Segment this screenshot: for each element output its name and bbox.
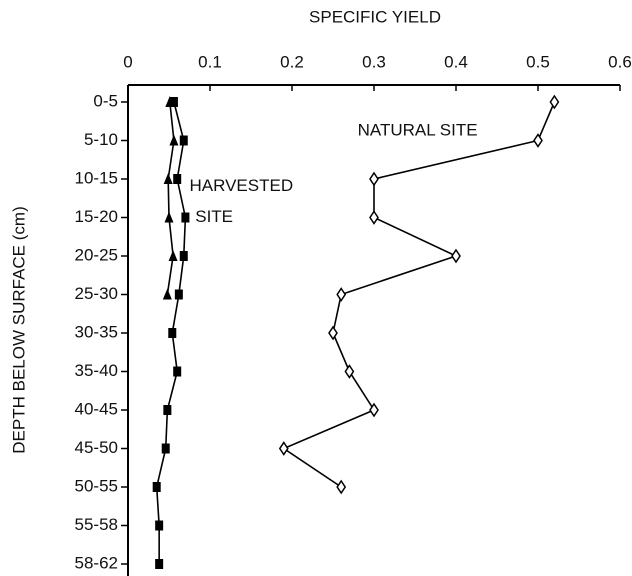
- diamond-marker: [336, 287, 347, 302]
- square-marker: [173, 366, 182, 377]
- x-tick-label: 0.3: [362, 52, 386, 71]
- square-marker: [181, 212, 190, 223]
- square-marker: [169, 97, 178, 107]
- triangle-marker: [164, 211, 174, 223]
- triangle-marker: [163, 173, 173, 184]
- diamond-marker: [533, 133, 543, 148]
- triangle-marker: [169, 134, 179, 146]
- square-marker: [163, 405, 172, 415]
- square-marker: [168, 328, 177, 338]
- series-line: [282, 101, 556, 488]
- diamond-marker: [278, 441, 289, 456]
- square-marker: [179, 135, 188, 146]
- y-tick-label: 40-45: [75, 399, 118, 418]
- x-tick-label: 0.1: [198, 52, 222, 71]
- y-tick-label: 0-5: [93, 91, 118, 110]
- triangle-marker: [165, 96, 175, 107]
- y-axis-label: DEPTH BELOW SURFACE (cm): [9, 206, 28, 453]
- y-tick-label: 20-25: [75, 245, 118, 264]
- diamond-marker: [344, 364, 355, 379]
- y-tick-label: 50-55: [75, 476, 118, 495]
- y-tick-label: 10-15: [75, 168, 118, 187]
- y-tick-label: 35-40: [75, 361, 118, 380]
- diamond-marker: [328, 325, 338, 341]
- square-marker: [155, 520, 164, 531]
- y-tick-label: 15-20: [75, 207, 118, 226]
- square-marker: [152, 482, 161, 492]
- y-tick-label: 5-10: [84, 130, 118, 149]
- y-tick-label: 58-62: [75, 553, 118, 572]
- y-tick-label: 30-35: [75, 322, 118, 341]
- annotation: SITE: [195, 207, 233, 226]
- diamond-marker: [549, 94, 560, 110]
- square-marker: [173, 174, 182, 184]
- diamond-marker: [369, 171, 379, 187]
- diamond-marker: [369, 210, 379, 225]
- annotation: NATURAL SITE: [358, 120, 478, 139]
- y-tick-label: 25-30: [75, 284, 118, 303]
- x-tick-label: 0: [123, 52, 132, 71]
- x-tick-label: 0.6: [608, 52, 632, 71]
- y-tick-label: 45-50: [75, 438, 118, 457]
- x-tick-label: 0.5: [526, 52, 550, 71]
- square-marker: [161, 443, 170, 454]
- triangle-marker: [162, 288, 172, 300]
- y-tick-label: 55-58: [75, 515, 118, 534]
- triangle-marker: [168, 250, 178, 261]
- diamond-marker: [369, 402, 379, 418]
- x-tick-label: 0.4: [444, 52, 468, 71]
- square-marker: [174, 289, 183, 300]
- x-tick-label: 0.2: [280, 52, 304, 71]
- diamond-marker: [451, 248, 461, 264]
- chart-title: SPECIFIC YIELD: [309, 7, 441, 26]
- diamond-marker: [336, 479, 347, 495]
- annotation: HARVESTED: [190, 176, 294, 195]
- series-line: [166, 101, 175, 295]
- square-marker: [155, 559, 164, 569]
- square-marker: [179, 251, 188, 261]
